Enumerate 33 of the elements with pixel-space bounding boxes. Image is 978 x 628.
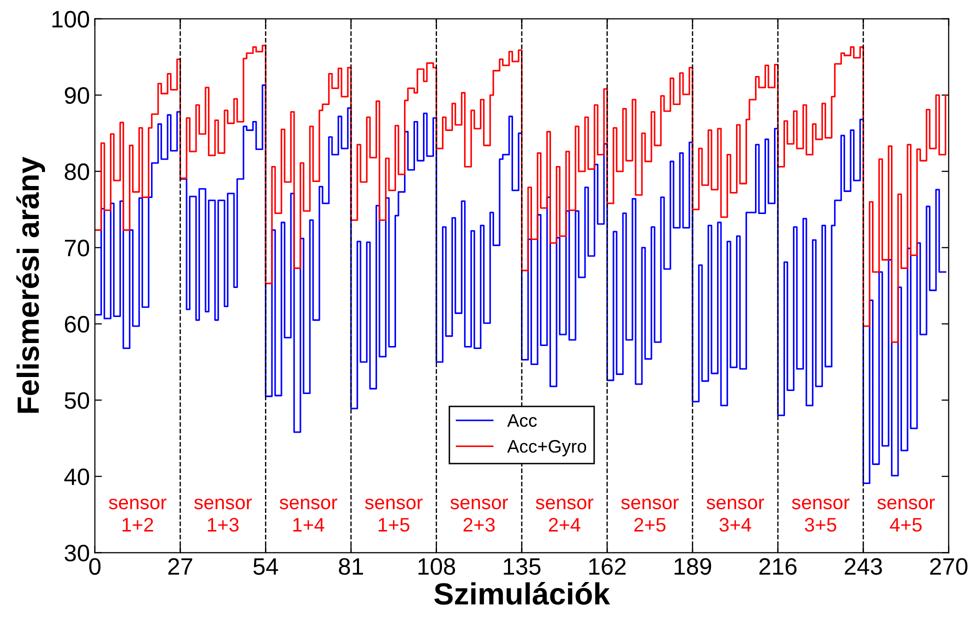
- y-tick-label: 100: [52, 10, 90, 28]
- y-tick-label: 30: [64, 544, 90, 562]
- y-tick-label: 90: [64, 87, 90, 104]
- annotation: sensor 4+5: [877, 498, 935, 532]
- annotation: sensor 1+3: [194, 498, 252, 532]
- annotation: sensor 2+3: [450, 498, 508, 532]
- y-axis-title: Felismerési arány: [16, 156, 46, 413]
- x-tick-label: 162: [589, 558, 626, 575]
- legend-label: Acc: [507, 414, 537, 427]
- annotation: sensor 2+4: [536, 498, 594, 532]
- y-tick-label: 60: [64, 316, 90, 333]
- annotation: sensor 3+5: [792, 498, 850, 532]
- x-tick-label: 189: [674, 558, 712, 575]
- y-tick-label: 40: [64, 468, 90, 486]
- x-tick-label: 216: [759, 558, 797, 575]
- x-tick-label: 135: [504, 558, 540, 575]
- x-axis-title: Szimulációk: [434, 582, 610, 605]
- legend-label: Acc+Gyro: [507, 440, 586, 456]
- y-tick-label: 50: [64, 392, 90, 409]
- annotation: sensor 2+5: [621, 498, 679, 532]
- x-tick-label: 108: [418, 558, 456, 575]
- annotation: sensor 1+5: [365, 498, 423, 532]
- x-tick-label: 270: [930, 558, 968, 575]
- x-tick-label: 81: [338, 558, 363, 575]
- y-tick-label: 80: [64, 163, 90, 180]
- x-tick-label: 243: [844, 558, 882, 575]
- annotation: sensor 1+2: [108, 498, 166, 532]
- annotation: sensor 3+4: [706, 498, 764, 532]
- x-tick-label: 0: [89, 558, 101, 575]
- x-tick-label: 27: [168, 558, 192, 575]
- x-tick-label: 54: [253, 558, 278, 575]
- y-tick-label: 70: [64, 240, 90, 256]
- annotation: sensor 1+4: [280, 498, 338, 532]
